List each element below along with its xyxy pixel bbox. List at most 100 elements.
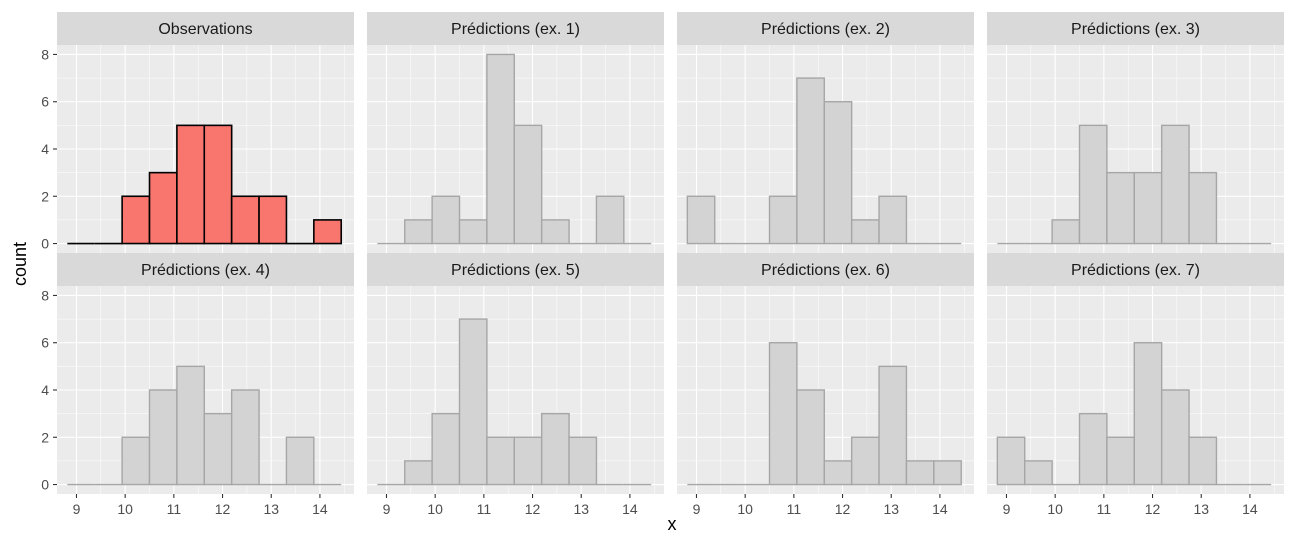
y-tick-label: 0 xyxy=(41,236,49,252)
histogram-bar xyxy=(796,77,825,245)
x-tick-label: 14 xyxy=(622,501,638,517)
histogram-bar xyxy=(686,195,716,245)
y-tick-label: 8 xyxy=(41,287,49,303)
facet-strip xyxy=(987,12,1284,45)
x-tick-label: 11 xyxy=(787,501,802,517)
histogram-bar xyxy=(1051,219,1081,245)
histogram-bar xyxy=(1106,436,1135,486)
x-tick-label: 13 xyxy=(263,501,279,517)
x-tick-label: 12 xyxy=(1145,501,1161,517)
histogram-bar xyxy=(905,460,935,486)
histogram-bar xyxy=(1106,171,1135,245)
x-tick-label: 12 xyxy=(835,501,851,517)
histogram-bar xyxy=(176,365,205,486)
histogram-bar xyxy=(148,171,178,245)
histogram-bar xyxy=(121,436,151,486)
y-tick-label: 4 xyxy=(41,382,49,398)
x-tick-label: 10 xyxy=(737,501,753,517)
histogram-bar xyxy=(540,219,570,245)
x-tick-label: 10 xyxy=(1047,501,1063,517)
y-tick-label: 4 xyxy=(41,141,49,157)
histogram-bar xyxy=(121,195,151,245)
facet-panel: Prédictions (ex. 7) 9 10 11 12 13 14 xyxy=(987,253,1284,517)
x-tick-label: 10 xyxy=(427,501,443,517)
facet-title: Prédictions (ex. 2) xyxy=(761,21,890,38)
histogram-bar xyxy=(486,436,515,486)
facet-panel: Prédictions (ex. 6) 9 10 11 12 13 14 xyxy=(677,253,974,517)
y-tick-label: 8 xyxy=(41,46,49,62)
panels: Observations 0 2 4 6 8 Prédictions (ex. 1) Préd… xyxy=(41,12,1284,517)
facet-strip xyxy=(677,253,974,286)
x-tick-label: 14 xyxy=(932,501,948,517)
facet-title: Prédictions (ex. 1) xyxy=(451,21,580,38)
facet-panel: Prédictions (ex. 1) xyxy=(367,12,664,253)
x-tick-label: 13 xyxy=(1193,501,1209,517)
histogram-bar xyxy=(540,412,570,486)
y-tick-label: 6 xyxy=(41,94,49,110)
facet-panel: Prédictions (ex. 3) xyxy=(987,12,1284,253)
histogram-bar xyxy=(513,436,543,486)
histogram-bar xyxy=(285,436,315,486)
histogram-bar xyxy=(768,195,798,245)
histogram-bar xyxy=(431,195,461,245)
histogram-bar xyxy=(1078,124,1108,245)
histogram-bar xyxy=(1188,171,1218,245)
x-tick-label: 9 xyxy=(383,501,391,517)
histogram-bar xyxy=(486,53,515,245)
histogram-bar xyxy=(404,460,433,486)
facet-panel: Observations 0 2 4 6 8 xyxy=(41,12,354,253)
histogram-bar xyxy=(458,318,488,486)
histogram-bar xyxy=(1160,389,1190,486)
histogram-bar xyxy=(404,219,433,245)
y-tick-label: 0 xyxy=(41,477,49,493)
histogram-bar xyxy=(823,460,853,486)
facet-strip xyxy=(367,253,664,286)
facet-title: Observations xyxy=(158,21,252,38)
histogram-bar xyxy=(258,195,288,245)
facet-strip xyxy=(987,253,1284,286)
x-tick-label: 12 xyxy=(525,501,541,517)
facet-strip xyxy=(57,253,354,286)
x-tick-label: 11 xyxy=(1097,501,1112,517)
facet-strip xyxy=(57,12,354,45)
facet-panel: Prédictions (ex. 4) 0 2 4 6 8 9 10 11 12 13 14 xyxy=(41,253,354,517)
histogram-bar xyxy=(878,195,908,245)
x-tick-label: 11 xyxy=(477,501,492,517)
histogram-bar xyxy=(878,365,908,486)
histogram-bar xyxy=(176,124,206,245)
histogram-bar xyxy=(458,219,488,245)
x-tick-label: 12 xyxy=(215,501,231,517)
histogram-bar xyxy=(203,412,233,486)
histogram-bar xyxy=(595,195,625,245)
x-tick-label: 13 xyxy=(573,501,589,517)
histogram-bar xyxy=(1024,460,1053,486)
facet-title: Prédictions (ex. 6) xyxy=(761,262,890,279)
y-tick-label: 6 xyxy=(41,335,49,351)
histogram-bar xyxy=(513,124,543,245)
histogram-bar xyxy=(313,219,343,245)
histogram-bar xyxy=(230,195,260,245)
facet-strip xyxy=(367,12,664,45)
histogram-bar xyxy=(1133,171,1163,245)
x-tick-label: 10 xyxy=(117,501,133,517)
facet-title: Prédictions (ex. 3) xyxy=(1071,21,1200,38)
x-tick-label: 14 xyxy=(1242,501,1258,517)
histogram-bar xyxy=(1160,124,1190,245)
x-tick-label: 9 xyxy=(693,501,701,517)
histogram-bar xyxy=(203,124,233,245)
facet-panel: Prédictions (ex. 2) xyxy=(677,12,974,253)
histogram-bar xyxy=(230,389,260,486)
x-axis-title: x xyxy=(668,514,677,534)
y-tick-label: 2 xyxy=(41,188,49,204)
histogram-bar xyxy=(933,460,962,486)
histogram-bar xyxy=(796,389,825,486)
histogram-bar xyxy=(768,342,798,486)
histogram-bar xyxy=(148,389,178,486)
x-tick-label: 9 xyxy=(73,501,81,517)
histogram-bar xyxy=(996,436,1026,486)
histogram-bar xyxy=(823,101,853,245)
y-tick-label: 2 xyxy=(41,429,49,445)
facet-title: Prédictions (ex. 5) xyxy=(451,262,580,279)
y-axis-title: count xyxy=(10,242,30,286)
histogram-bar xyxy=(431,412,461,486)
